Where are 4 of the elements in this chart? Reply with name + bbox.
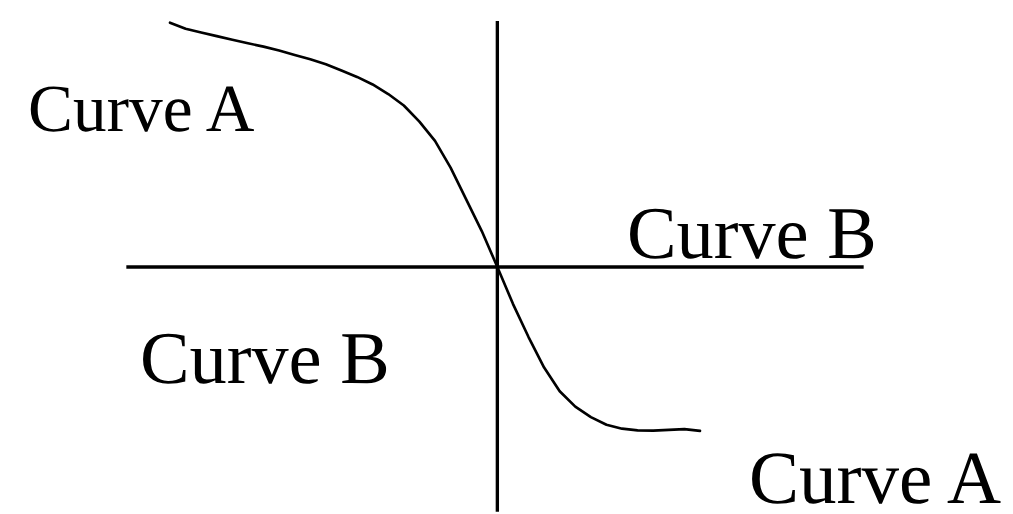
text: Curve A [752, 453, 1001, 504]
annotation: Curve A [30, 86, 254, 132]
annotation: Curve B [143, 333, 387, 384]
annotation: Curve B [630, 208, 874, 259]
